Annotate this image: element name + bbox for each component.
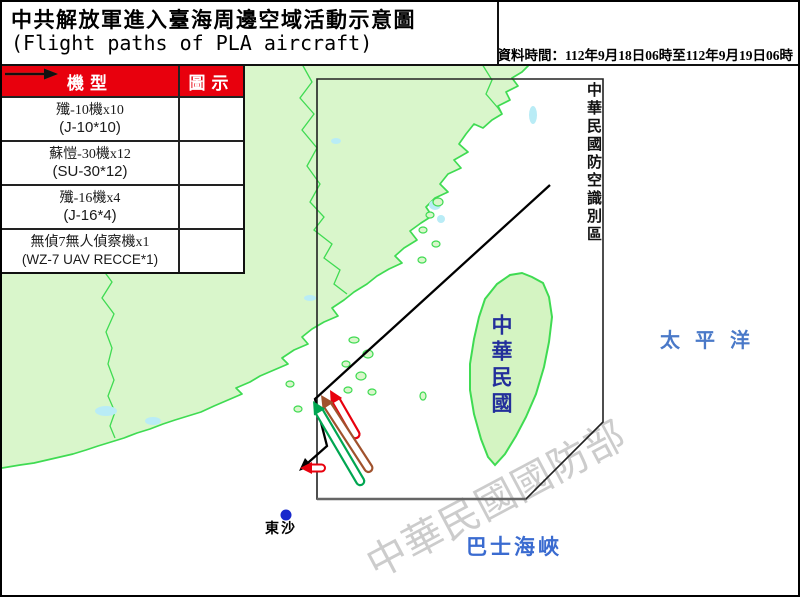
header-divider [497,2,499,64]
j16-flight-path [313,401,366,487]
aircraft-name-zh: 無偵7無人偵察機x1 [30,234,150,250]
pacific-ocean-label: 太平洋 [660,330,765,352]
aircraft-legend-table: 機型 圖示 殲-10機x10 (J-10*10) 蘇愷-30機x12 (SU-3… [2,64,245,274]
legend-row-su30: 蘇愷-30機x12 (SU-30*12) [2,68,243,184]
province-boundary-line [299,63,348,295]
header-band: 中共解放軍進入臺海周邊空域活動示意圖 (Flight paths of PLA … [2,2,798,66]
dongsha-label: 東沙 [265,522,297,537]
taiwan-island [469,271,554,467]
coastal-water-patches [95,106,537,425]
legend-row-wz7: 無偵7無人偵察機x1 (WZ-7 UAV RECCE*1) [2,68,243,272]
data-time-range: 資料時間：112年9月18日06時至112年9月19日06時 [497,48,793,63]
dongsha-island-dot [280,509,292,521]
aircraft-name-zh: 蘇愷-30機x12 [49,146,131,162]
aircraft-name-en: (J-10*10) [59,118,121,136]
legend-col-symbol: 圖示 [178,66,243,96]
aircraft-name-zh: 殲-16機x4 [59,190,121,206]
legend-header-row: 機型 圖示 [2,66,243,96]
wz7-arrow-icon [5,68,58,80]
j10-short-flight-path [300,462,326,474]
province-boundary-line [481,63,503,115]
page-title: 中共解放軍進入臺海周邊空域活動示意圖 [11,8,416,32]
offshore-islets [285,197,444,413]
china-coastline [2,63,531,469]
aircraft-name-en: (J-16*4) [63,206,117,224]
taiwan-roc-label: 中華民國 [489,314,513,418]
adiz-boundary [316,78,604,500]
page-title-english: (Flight paths of PLA aircraft) [11,31,373,55]
legend-row-j10: 殲-10機x10 (J-10*10) [2,68,243,140]
aircraft-name-zh: 殲-10機x10 [56,102,124,118]
aircraft-name-en: (SU-30*12) [52,162,128,180]
aircraft-name-en: (WZ-7 UAV RECCE*1) [21,251,159,267]
bashi-channel-label: 巴士海峽 [466,535,562,559]
legend-col-aircraft-type: 機型 [67,73,113,93]
su30-flight-path [321,395,374,474]
adiz-vertical-label: 中華民國防空識別區 [585,82,601,244]
legend-row-j16: 殲-16機x4 (J-16*4) [2,68,243,228]
